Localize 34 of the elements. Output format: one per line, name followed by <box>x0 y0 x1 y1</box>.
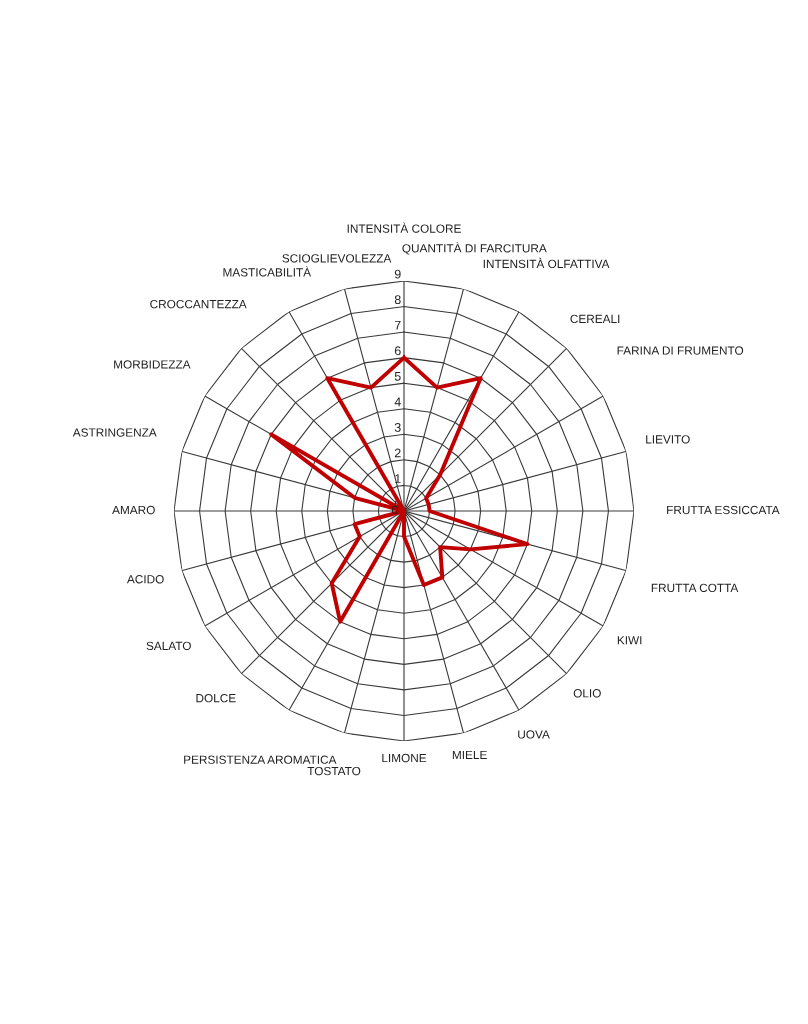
y-tick-label: 9 <box>394 269 401 279</box>
spoke-label: CEREALI <box>570 314 620 324</box>
spoke-label: FRUTTA ESSICCATA <box>667 505 780 515</box>
spoke-label: SCIOGLIEVOLEZZA <box>282 254 392 263</box>
y-tick-label: 1 <box>395 474 401 483</box>
spoke-label: FRUTTA COTTA <box>651 583 739 593</box>
y-tick-label: 5 <box>394 372 401 381</box>
spoke-label: DOLCE <box>196 693 236 703</box>
spoke-label: SALATO <box>146 641 191 650</box>
y-tick-label: 3 <box>394 423 401 432</box>
spoke-label: ACIDO <box>126 575 164 584</box>
spoke-label: KIWI <box>617 636 642 645</box>
spoke-label: FARINA DI FRUMENTO <box>617 346 744 355</box>
spoke-label: INTENSITÀ OLFATTIVA <box>483 257 610 269</box>
y-tick-label: 7 <box>394 320 401 330</box>
spoke-label: MIELE <box>452 750 487 760</box>
y-tick-label: 6 <box>394 346 401 356</box>
spoke-label: AMARO <box>112 505 155 515</box>
spoke-label: QUANTITÀ DI FARCITURA <box>402 242 547 255</box>
spoke-label: OLIO <box>573 689 601 698</box>
spoke-label: LIMONE <box>382 753 427 763</box>
spoke-label: LIEVITO <box>646 435 690 444</box>
y-tick-label: 0 <box>391 505 398 515</box>
spoke-label: PERSISTENZA AROMATICA <box>184 755 337 764</box>
spoke-label: CROCCANTEZZA <box>150 299 247 309</box>
spoke-label: MASTICABILITÀ <box>223 266 312 277</box>
spoke-label: MORBIDEZZA <box>114 360 191 369</box>
y-tick-label: 4 <box>394 397 401 407</box>
y-tick-label: 8 <box>394 295 401 305</box>
spoke-label: UOVA <box>518 730 550 739</box>
spoke-label: ASTRINGENZA <box>72 428 157 437</box>
spoke-label: TOSTATO <box>307 766 361 776</box>
spoke-label: INTENSITÀ COLORE <box>347 222 461 233</box>
y-tick-label: 2 <box>394 448 401 458</box>
